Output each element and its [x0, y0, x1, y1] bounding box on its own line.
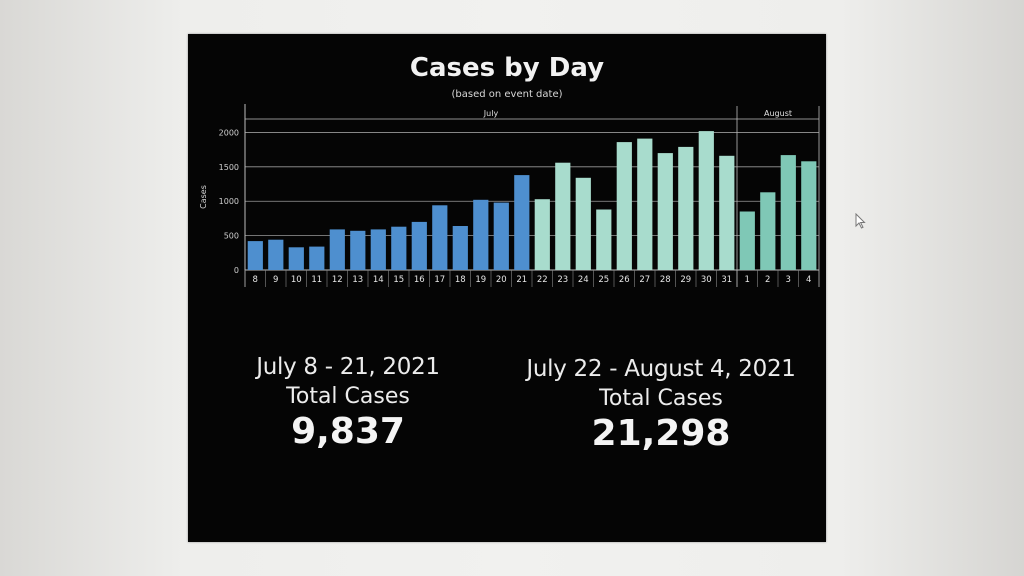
- x-tick-label: 18: [455, 275, 466, 285]
- y-tick-label: 1500: [219, 163, 239, 172]
- x-tick-label: 29: [680, 275, 691, 285]
- bar: [678, 146, 694, 270]
- bar: [268, 239, 284, 270]
- dashboard-panel: Cases by Day (based on event date) Cases…: [188, 34, 826, 542]
- y-axis-label: Cases: [199, 185, 208, 209]
- y-tick-label: 1000: [219, 197, 239, 206]
- kpi-period-2-range: July 22 - August 4, 2021: [526, 356, 796, 382]
- kpi-period-1-label: Total Cases: [286, 384, 410, 409]
- x-tick-label: 12: [332, 275, 343, 285]
- month-label: August: [764, 109, 792, 118]
- x-tick-label: 26: [619, 275, 630, 285]
- x-tick-label: 15: [393, 275, 404, 285]
- x-tick-label: 8: [253, 275, 258, 285]
- bar: [760, 192, 776, 270]
- bar: [575, 177, 591, 270]
- kpi-period-1: July 8 - 21, 2021 Total Cases 9,837: [218, 354, 478, 452]
- x-tick-label: 4: [806, 275, 811, 285]
- chart-subtitle: (based on event date): [451, 89, 562, 100]
- x-tick-label: 17: [434, 275, 445, 285]
- bar: [534, 199, 550, 270]
- x-tick-label: 2: [765, 275, 770, 285]
- bar: [739, 211, 755, 270]
- x-tick-label: 22: [537, 275, 548, 285]
- bar: [657, 153, 673, 270]
- bar: [637, 138, 653, 270]
- x-tick-label: 3: [786, 275, 791, 285]
- bar: [616, 142, 632, 270]
- kpi-period-2-label: Total Cases: [599, 386, 723, 411]
- x-tick-label: 1: [745, 275, 750, 285]
- bar: [288, 247, 304, 270]
- x-tick-label: 19: [475, 275, 486, 285]
- bar: [514, 175, 530, 270]
- kpi-period-1-range: July 8 - 21, 2021: [256, 354, 440, 380]
- bar: [309, 246, 325, 270]
- bar: [801, 161, 817, 270]
- month-headers: July August: [245, 106, 820, 287]
- x-tick-label: 30: [701, 275, 712, 285]
- bar: [780, 155, 796, 270]
- mouse-pointer-icon: [855, 213, 866, 229]
- kpi-period-2-value: 21,298: [591, 413, 731, 454]
- bar: [493, 202, 509, 270]
- x-tick-label: 27: [639, 275, 650, 285]
- bar: [329, 229, 345, 270]
- bar: [391, 226, 407, 270]
- bar: [452, 226, 468, 270]
- chart-title: Cases by Day: [410, 53, 604, 83]
- x-tick-label: 16: [414, 275, 425, 285]
- bar: [350, 230, 366, 270]
- bar: [432, 205, 448, 270]
- x-tick-label: 24: [578, 275, 589, 285]
- kpi-period-2: July 22 - August 4, 2021 Total Cases 21,…: [498, 356, 824, 454]
- bar: [698, 131, 714, 270]
- y-tick-label: 0: [234, 266, 239, 275]
- x-tick-label: 25: [598, 275, 609, 285]
- x-tick-label: 20: [496, 275, 507, 285]
- bar: [247, 241, 263, 270]
- cases-by-day-chart: Cases by Day (based on event date) Cases…: [199, 53, 820, 287]
- bar: [596, 209, 612, 270]
- x-tick-label: 23: [557, 275, 568, 285]
- y-tick-label: 2000: [219, 128, 239, 137]
- bar: [370, 229, 386, 270]
- x-tick-label: 9: [273, 275, 278, 285]
- x-tick-label: 31: [721, 275, 732, 285]
- x-tick-label: 11: [311, 275, 322, 285]
- x-tick-label: 14: [373, 275, 384, 285]
- month-label: July: [483, 109, 499, 118]
- kpi-period-1-value: 9,837: [291, 411, 405, 452]
- bar: [719, 155, 735, 270]
- y-tick-label: 500: [224, 232, 239, 241]
- bar: [473, 199, 489, 270]
- x-tick-label: 13: [352, 275, 363, 285]
- bar: [411, 221, 427, 270]
- x-tick-label: 21: [516, 275, 527, 285]
- bar: [555, 162, 571, 270]
- bars: [247, 131, 817, 270]
- x-tick-label: 10: [291, 275, 302, 285]
- x-tick-label: 28: [660, 275, 671, 285]
